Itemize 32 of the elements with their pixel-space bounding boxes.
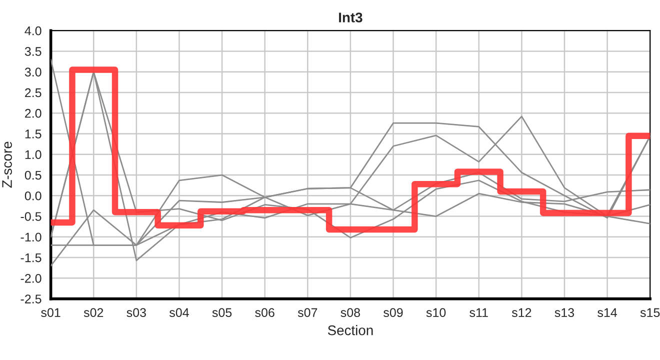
x-tick-label: s09 xyxy=(384,308,403,318)
y-tick-label: 4.0 xyxy=(24,26,42,36)
x-tick-label: s14 xyxy=(598,308,618,318)
y-axis-title: Z-score xyxy=(2,142,12,188)
y-tick-label: -2.5 xyxy=(20,294,42,304)
y-tick-label: -1.0 xyxy=(20,232,42,242)
x-tick-label: s07 xyxy=(298,308,318,318)
x-tick-label: s13 xyxy=(554,308,574,318)
chart-title: Int3 xyxy=(339,12,362,22)
y-tick-label: -0.5 xyxy=(20,212,42,221)
x-tick-label: s03 xyxy=(126,308,146,318)
y-tick-label: 2.0 xyxy=(25,108,42,118)
x-tick-label: s04 xyxy=(170,308,189,318)
y-tick-label: 1.5 xyxy=(25,130,42,138)
x-tick-label: s06 xyxy=(255,308,274,318)
y-tick-label: 0.0 xyxy=(24,191,42,200)
x-tick-label: s15 xyxy=(640,308,660,318)
y-tick-label: -1.5 xyxy=(20,253,42,262)
x-axis-title: Section xyxy=(328,325,373,336)
x-tick-label: s01 xyxy=(41,308,60,318)
x-tick-label: s10 xyxy=(426,308,446,318)
x-tick-label: s08 xyxy=(340,308,360,318)
x-tick-label: s11 xyxy=(470,308,488,318)
y-tick-label: 3.0 xyxy=(24,68,42,77)
y-tick-label: 1.0 xyxy=(25,150,42,160)
y-tick-label: 3.5 xyxy=(24,47,42,56)
x-tick-label: s02 xyxy=(84,308,104,318)
x-tick-label: s05 xyxy=(212,308,232,318)
y-tick-label: 2.5 xyxy=(25,88,42,98)
y-tick-label: -2.0 xyxy=(20,274,42,283)
y-tick-label: 0.5 xyxy=(24,170,42,180)
x-tick-label: s12 xyxy=(512,308,532,318)
